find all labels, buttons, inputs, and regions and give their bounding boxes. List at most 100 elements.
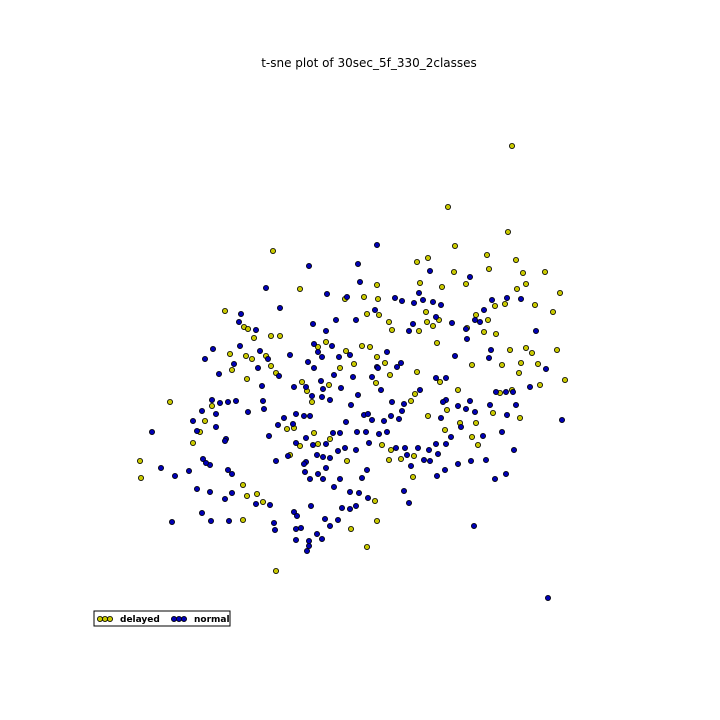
point-normal-38 xyxy=(317,377,324,384)
point-normal-117 xyxy=(527,383,534,390)
point-normal-192 xyxy=(290,508,297,515)
point-normal-169 xyxy=(337,384,344,391)
point-delayed-100 xyxy=(201,417,208,424)
point-normal-149 xyxy=(503,411,510,418)
point-normal-89 xyxy=(380,417,387,424)
point-normal-174 xyxy=(272,457,279,464)
point-normal-183 xyxy=(364,494,371,501)
legend-marker-normal-1 xyxy=(175,616,182,623)
point-normal-1 xyxy=(354,260,361,267)
point-normal-16 xyxy=(235,318,242,325)
point-delayed-47 xyxy=(226,350,233,357)
point-normal-123 xyxy=(466,397,473,404)
point-delayed-57 xyxy=(342,347,349,354)
point-normal-87 xyxy=(375,430,382,437)
point-delayed-15 xyxy=(462,280,469,287)
point-normal-49 xyxy=(224,398,231,405)
point-normal-199 xyxy=(252,500,259,507)
point-delayed-103 xyxy=(136,457,143,464)
legend-marker-normal-0 xyxy=(170,616,177,623)
point-normal-37 xyxy=(330,371,337,378)
point-normal-171 xyxy=(306,412,313,419)
point-delayed-58 xyxy=(350,360,357,367)
point-delayed-76 xyxy=(518,359,525,366)
point-delayed-120 xyxy=(387,446,394,453)
point-delayed-126 xyxy=(363,544,370,551)
point-delayed-55 xyxy=(322,338,329,345)
point-normal-90 xyxy=(387,412,394,419)
point-normal-111 xyxy=(480,306,487,313)
legend: delayed normal xyxy=(93,610,231,627)
point-normal-13 xyxy=(262,284,269,291)
point-normal-212 xyxy=(221,495,228,502)
point-delayed-65 xyxy=(372,379,379,386)
legend-marker-delayed-0 xyxy=(97,616,104,623)
point-delayed-3 xyxy=(451,242,458,249)
point-normal-69 xyxy=(341,444,348,451)
point-delayed-95 xyxy=(424,412,431,419)
point-normal-106 xyxy=(429,298,436,305)
point-normal-36 xyxy=(346,351,353,358)
point-delayed-88 xyxy=(489,409,496,416)
point-delayed-37 xyxy=(363,310,370,317)
point-normal-67 xyxy=(329,429,336,436)
point-normal-213 xyxy=(225,518,232,525)
point-delayed-1 xyxy=(444,203,451,210)
point-normal-214 xyxy=(207,518,214,525)
point-delayed-30 xyxy=(422,308,429,315)
point-normal-128 xyxy=(442,440,449,447)
point-normal-4 xyxy=(426,267,433,274)
point-normal-26 xyxy=(286,351,293,358)
point-normal-185 xyxy=(346,505,353,512)
point-normal-157 xyxy=(451,352,458,359)
point-normal-138 xyxy=(425,446,432,453)
point-delayed-107 xyxy=(253,490,260,497)
point-normal-41 xyxy=(308,392,315,399)
point-delayed-36 xyxy=(375,311,382,318)
point-delayed-4 xyxy=(483,251,490,258)
point-normal-21 xyxy=(236,342,243,349)
point-normal-125 xyxy=(454,402,461,409)
point-normal-72 xyxy=(334,447,341,454)
point-normal-24 xyxy=(264,355,271,362)
point-normal-194 xyxy=(292,526,299,533)
point-delayed-89 xyxy=(472,419,479,426)
point-delayed-91 xyxy=(474,441,481,448)
point-delayed-121 xyxy=(385,456,392,463)
point-normal-222 xyxy=(470,523,477,530)
point-normal-115 xyxy=(533,327,540,334)
point-normal-95 xyxy=(377,386,384,393)
point-normal-190 xyxy=(305,538,312,545)
point-delayed-21 xyxy=(532,301,539,308)
point-delayed-122 xyxy=(397,455,404,462)
point-delayed-74 xyxy=(468,361,475,368)
point-normal-158 xyxy=(463,335,470,342)
point-normal-50 xyxy=(216,399,223,406)
point-normal-78 xyxy=(314,470,321,477)
point-delayed-114 xyxy=(310,429,317,436)
scatter-points xyxy=(136,142,569,602)
point-normal-2 xyxy=(356,278,363,285)
point-normal-137 xyxy=(414,444,421,451)
point-delayed-79 xyxy=(554,346,561,353)
point-delayed-110 xyxy=(283,425,290,432)
point-normal-163 xyxy=(437,301,444,308)
legend-markers-delayed xyxy=(97,616,114,623)
point-delayed-38 xyxy=(360,293,367,300)
point-normal-121 xyxy=(486,401,493,408)
point-normal-68 xyxy=(336,429,343,436)
point-delayed-118 xyxy=(343,457,350,464)
point-delayed-25 xyxy=(472,311,479,318)
point-normal-92 xyxy=(398,407,405,414)
series-normal xyxy=(148,241,566,602)
point-delayed-77 xyxy=(529,349,536,356)
point-delayed-50 xyxy=(248,355,255,362)
point-normal-145 xyxy=(502,470,509,477)
series-delayed xyxy=(136,142,569,575)
point-delayed-13 xyxy=(438,283,445,290)
point-delayed-61 xyxy=(336,364,343,371)
point-delayed-17 xyxy=(296,285,303,292)
point-normal-91 xyxy=(395,415,402,422)
point-normal-18 xyxy=(209,345,216,352)
point-normal-142 xyxy=(467,457,474,464)
